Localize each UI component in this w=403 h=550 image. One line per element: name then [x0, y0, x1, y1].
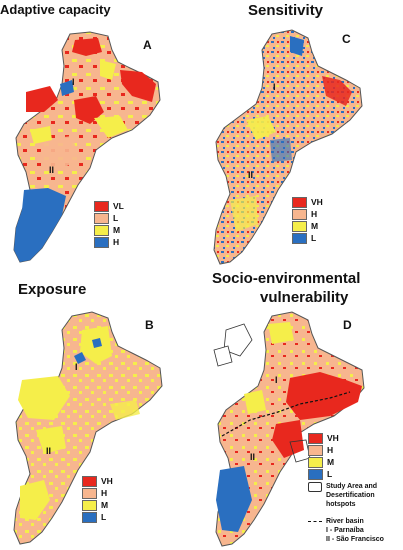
study-area-swatch: [308, 482, 322, 492]
legend-exposure: VH H M L: [82, 475, 113, 523]
study-area-item: Study Area and Desertification hotspots: [308, 482, 384, 509]
legend-item: M: [82, 499, 113, 511]
legend-item: L: [94, 212, 124, 224]
title-socio-environmental: Socio-environmental: [212, 270, 361, 287]
basin-label-two-a: II: [49, 165, 55, 175]
panel-letter-a: A: [143, 38, 152, 52]
map-vulnerability: [213, 311, 365, 547]
title-exposure: Exposure: [18, 281, 87, 298]
basin-label-one-a: I: [72, 77, 75, 87]
map-exposure: [13, 311, 163, 545]
basin-label-two-d: II: [250, 452, 256, 462]
legend-item: VH: [308, 432, 339, 444]
legend-item: VH: [292, 196, 323, 208]
panel-letter-c: C: [342, 32, 351, 46]
river-basin-label: River basin: [326, 518, 364, 525]
basin-label-one-b: I: [75, 362, 78, 372]
basin-label-one-d: I: [275, 375, 278, 385]
study-area-label-3: hotspots: [326, 501, 356, 508]
legend-item: H: [308, 444, 339, 456]
legend-item: H: [94, 236, 124, 248]
river-basin-item: River basin I - Parnaíba II - São Franci…: [308, 517, 384, 544]
title-vulnerability: vulnerability: [260, 289, 349, 306]
map-adaptive-capacity: [13, 31, 161, 263]
basin-label-one-c: I: [273, 82, 276, 92]
sao-francisco-label: II - São Francisco: [326, 536, 384, 543]
legend-item: VL: [94, 200, 124, 212]
panel-letter-b: B: [145, 318, 154, 332]
legend-adaptive-capacity: VL L M H: [94, 200, 124, 248]
title-adaptive-capacity: Adaptive capacity: [0, 2, 111, 17]
legend-item: M: [292, 220, 323, 232]
legend-item: L: [82, 511, 113, 523]
study-area-label: Study Area and: [326, 483, 378, 490]
legend-sensitivity: VH H M L: [292, 196, 323, 244]
legend-notes: Study Area and Desertification hotspots …: [308, 482, 384, 544]
legend-item: L: [308, 468, 339, 480]
legend-item: M: [308, 456, 339, 468]
legend-item: M: [94, 224, 124, 236]
legend-item: H: [82, 487, 113, 499]
basin-label-two-c: II: [248, 170, 254, 180]
legend-item: L: [292, 232, 323, 244]
study-area-label-2: Desertification: [326, 492, 375, 499]
legend-item: H: [292, 208, 323, 220]
legend-item: VH: [82, 475, 113, 487]
parnaiba-label: I - Parnaíba: [326, 527, 364, 534]
title-sensitivity: Sensitivity: [248, 2, 324, 19]
dashed-line-swatch: [308, 521, 322, 522]
basin-label-two-b: II: [46, 446, 52, 456]
panel-letter-d: D: [343, 318, 352, 332]
legend-vulnerability: VH H M L: [308, 432, 339, 480]
map-sensitivity: [213, 29, 363, 265]
